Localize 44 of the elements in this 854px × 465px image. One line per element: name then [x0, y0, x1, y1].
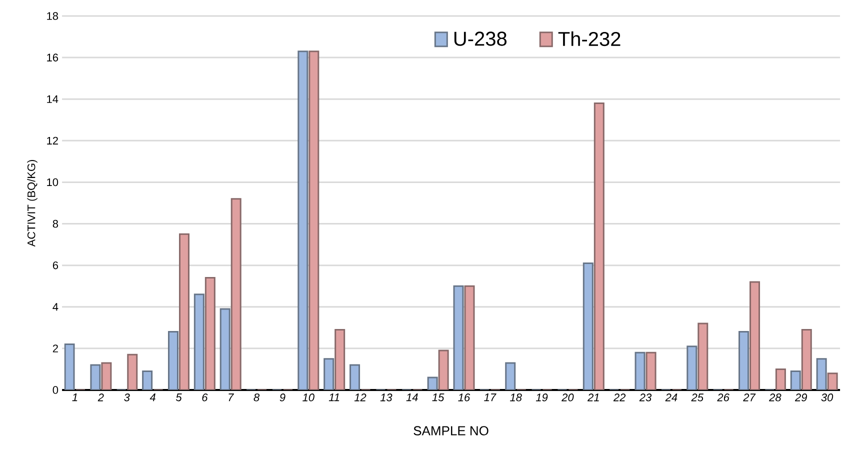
y-tick-label: 0: [52, 386, 58, 394]
legend-label: U-238: [454, 32, 507, 46]
x-tick-label: 26: [717, 394, 730, 402]
y-tick-label: 6: [52, 261, 58, 270]
x-tick-label: 9: [280, 394, 286, 402]
y-tick-label: 14: [47, 95, 58, 103]
x-tick-label: 4: [150, 394, 156, 402]
x-tick-label: 23: [639, 394, 652, 402]
x-tick-label: 22: [613, 394, 626, 402]
x-tick-label: 8: [254, 394, 260, 402]
x-tick-label: 13: [380, 394, 392, 402]
y-tick-label: 18: [47, 12, 58, 20]
x-tick-label: 12: [354, 394, 366, 402]
y-tick-label: 4: [52, 303, 58, 311]
x-tick-label: 6: [202, 394, 208, 402]
x-tick-label: 17: [484, 394, 496, 402]
y-tick-label: 10: [47, 178, 58, 186]
x-tick-label: 25: [691, 394, 704, 402]
y-tick-label: 2: [52, 344, 58, 352]
x-tick-label: 11: [328, 394, 340, 402]
x-tick-label: 19: [536, 394, 548, 402]
y-tick-label: 8: [52, 220, 58, 228]
y-axis-title: ACTIVIT (BQ/KG): [27, 160, 38, 247]
legend-label: Th-232: [558, 31, 620, 46]
x-axis-title: SAMPLE NO: [414, 426, 488, 436]
x-tick-label: 10: [302, 394, 314, 402]
x-tick-label: 29: [794, 394, 808, 402]
x-tick-label: 27: [743, 394, 756, 402]
x-tick-label: 16: [458, 394, 470, 402]
x-tick-label: 20: [562, 394, 574, 402]
x-tick-label: 5: [176, 394, 182, 402]
x-tick-label: 28: [769, 394, 782, 402]
y-tick-label: 16: [47, 54, 58, 62]
x-tick-label: 2: [98, 394, 104, 402]
x-tick-label: 15: [432, 394, 444, 402]
x-tick-label: 18: [510, 394, 522, 402]
x-tick-label: 7: [228, 394, 234, 402]
x-tick-label: 24: [665, 394, 678, 402]
x-tick-label: 14: [406, 394, 418, 402]
x-tick-label: 30: [821, 394, 834, 402]
x-tick-label: 1: [72, 394, 78, 402]
x-tick-label: 3: [124, 394, 130, 402]
x-tick-label: 21: [587, 394, 599, 402]
y-tick-label: 12: [47, 136, 58, 144]
